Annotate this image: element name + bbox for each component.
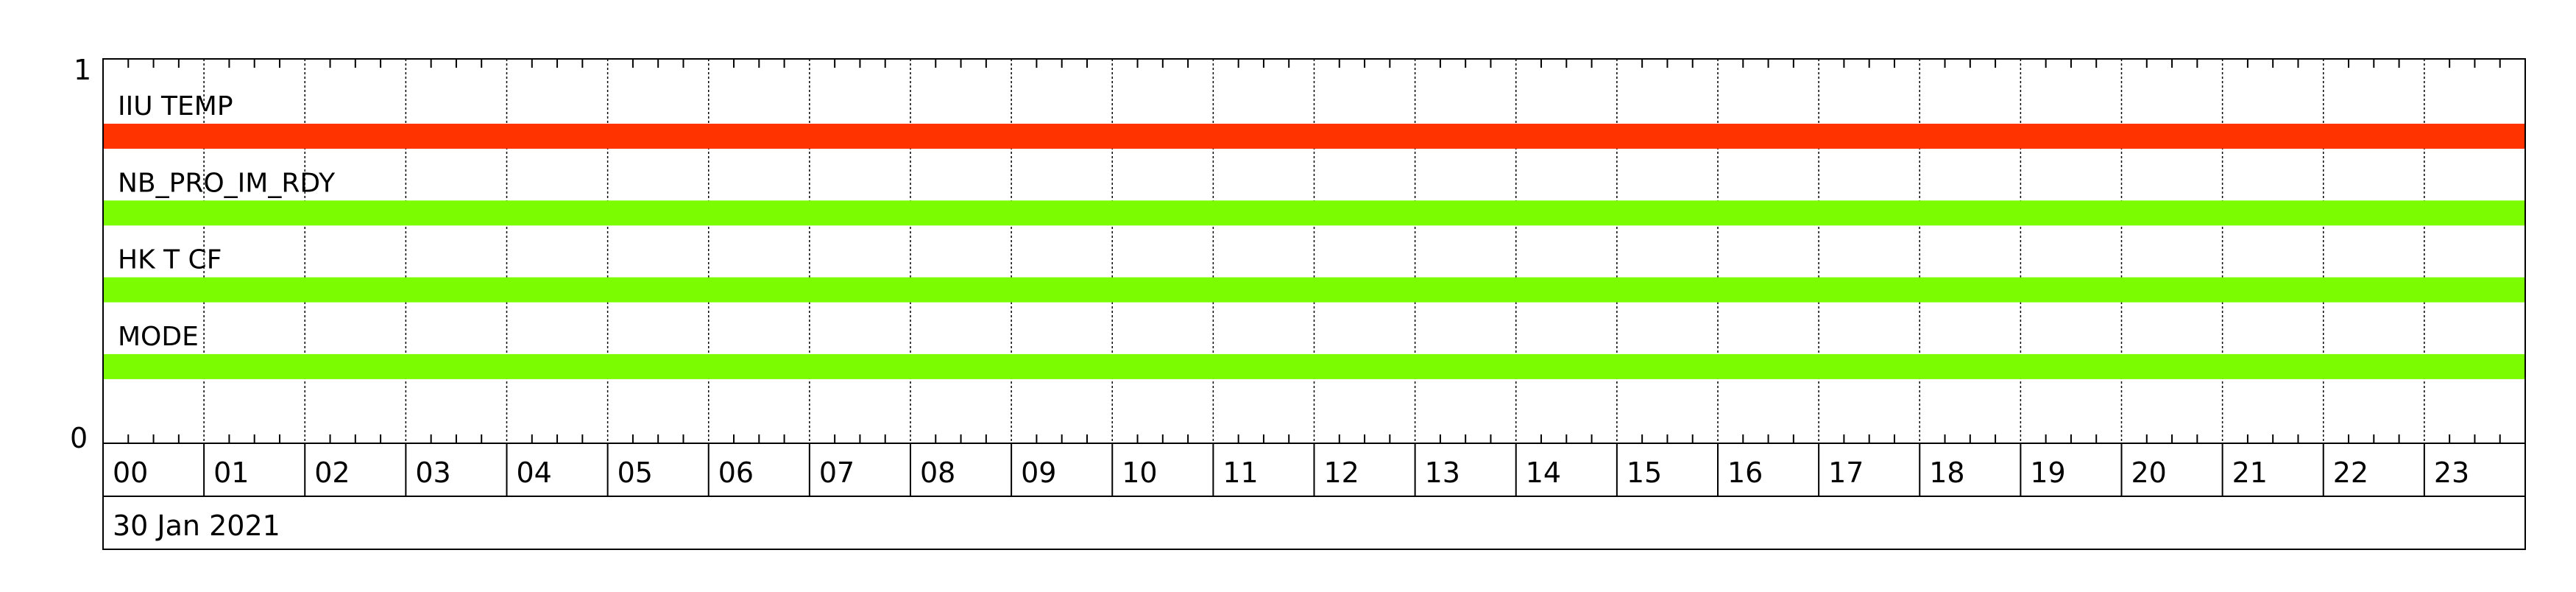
x-tick-label: 03 bbox=[415, 457, 450, 489]
x-tick-label: 05 bbox=[618, 457, 653, 489]
x-tick-label: 18 bbox=[1929, 457, 1964, 489]
grid-lines bbox=[203, 59, 2425, 443]
x-tick-label: 19 bbox=[2030, 457, 2065, 489]
x-tick-label: 09 bbox=[1021, 457, 1056, 489]
x-tick-label: 23 bbox=[2434, 457, 2469, 489]
status-bar bbox=[103, 200, 2525, 226]
y-tick-label-bottom: 0 bbox=[70, 422, 88, 454]
x-tick-label: 14 bbox=[1526, 457, 1561, 489]
status-bar bbox=[103, 277, 2525, 303]
status-bar bbox=[103, 353, 2525, 379]
x-tick-label: 04 bbox=[517, 457, 552, 489]
x-tick-label: 06 bbox=[718, 457, 754, 489]
x-tick-label: 16 bbox=[1727, 457, 1763, 489]
x-tick-label: 07 bbox=[819, 457, 854, 489]
minor-ticks bbox=[127, 59, 2501, 443]
x-tick-label: 21 bbox=[2232, 457, 2268, 489]
series-label: MODE bbox=[118, 322, 199, 352]
x-tick-label: 08 bbox=[920, 457, 955, 489]
series-label: IIU TEMP bbox=[118, 91, 233, 121]
status-bars bbox=[103, 124, 2525, 379]
date-label: 30 Jan 2021 bbox=[113, 510, 280, 542]
x-tick-label: 15 bbox=[1627, 457, 1662, 489]
y-tick-label-top: 1 bbox=[74, 54, 91, 86]
x-tick-label: 12 bbox=[1324, 457, 1359, 489]
hour-axis-row: 00 01 02 03 04 05 06 07 08 09 10 11 12 13 14 15 16 17 18 19… bbox=[102, 443, 2526, 497]
x-tick-label: 01 bbox=[213, 457, 249, 489]
series-label: HK T CF bbox=[118, 245, 222, 275]
series-labels: IIU TEMP NB_PRO_IM_RDY HK T CF MODE bbox=[118, 91, 336, 352]
series-label: NB_PRO_IM_RDY bbox=[118, 168, 336, 198]
x-tick-label: 00 bbox=[113, 457, 148, 489]
x-tick-label: 20 bbox=[2131, 457, 2167, 489]
date-row-frame bbox=[102, 496, 2526, 550]
x-tick-label: 11 bbox=[1222, 457, 1258, 489]
x-tick-label: 02 bbox=[314, 457, 350, 489]
x-tick-label: 13 bbox=[1425, 457, 1460, 489]
status-bar bbox=[103, 124, 2525, 149]
x-tick-label: 17 bbox=[1828, 457, 1864, 489]
x-tick-label: 22 bbox=[2333, 457, 2368, 489]
x-tick-label: 10 bbox=[1122, 457, 1157, 489]
